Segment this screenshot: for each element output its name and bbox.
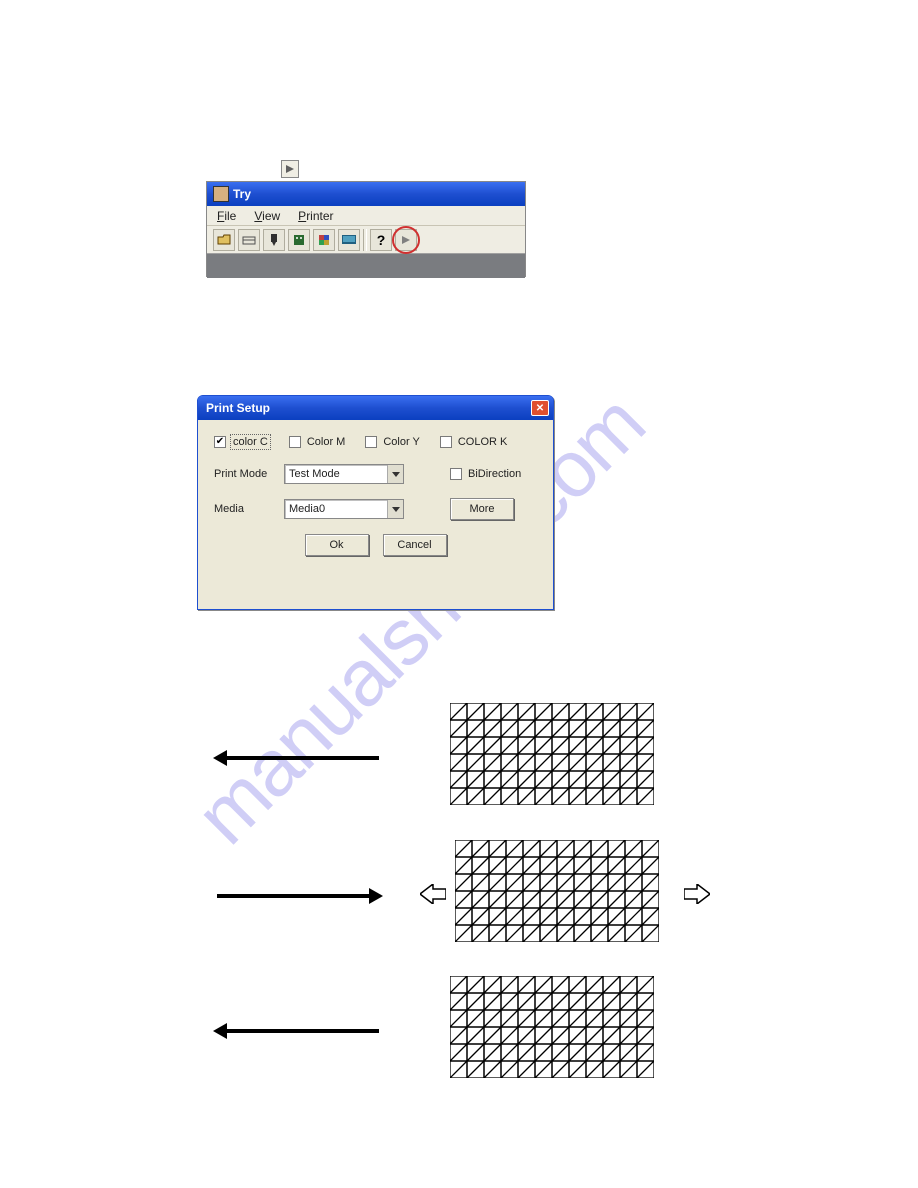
menu-printer[interactable]: Printer — [298, 209, 333, 223]
print-mode-label: Print Mode — [214, 468, 276, 480]
toolbar-separator — [363, 229, 367, 251]
app-icon — [213, 186, 229, 202]
checkbox-box — [365, 436, 377, 448]
print-mode-row: Print Mode Test Mode BiDirection — [214, 464, 537, 484]
more-button[interactable]: More — [450, 498, 514, 520]
menu-view[interactable]: View — [254, 209, 280, 223]
print-mode-select[interactable]: Test Mode — [284, 464, 404, 484]
menubar: File View Printer — [207, 206, 525, 226]
pattern-grid-2 — [455, 840, 659, 942]
outline-arrow-left — [420, 884, 446, 904]
checkbox-box — [289, 436, 301, 448]
checkbox-label: Color Y — [381, 435, 421, 449]
dialog-titlebar: Print Setup ✕ — [198, 396, 553, 420]
cancel-button[interactable]: Cancel — [383, 534, 447, 556]
help-icon[interactable]: ? — [370, 229, 392, 251]
arrow-print-right — [217, 894, 379, 898]
play-icon[interactable] — [395, 229, 417, 251]
checkbox-label: COLOR K — [456, 435, 510, 449]
checkbox-color-c[interactable]: ✔ color C — [214, 434, 271, 450]
checkbox-color-m[interactable]: Color M — [289, 435, 348, 449]
chevron-down-icon — [387, 500, 403, 518]
toolbar: ? — [207, 226, 525, 254]
print-mode-value: Test Mode — [289, 468, 340, 480]
checkbox-label: Color M — [305, 435, 348, 449]
checkbox-label: color C — [230, 434, 271, 450]
outline-arrow-right — [684, 884, 710, 904]
ok-button[interactable]: Ok — [305, 534, 369, 556]
layout-icon[interactable] — [238, 229, 260, 251]
media-select[interactable]: Media0 — [284, 499, 404, 519]
palette-icon[interactable] — [313, 229, 335, 251]
arrow-print-left-1 — [217, 756, 379, 760]
try-title: Try — [233, 187, 251, 201]
media-label: Media — [214, 503, 276, 515]
checkbox-color-y[interactable]: Color Y — [365, 435, 421, 449]
pattern-grid-3 — [450, 976, 654, 1078]
dialog-button-row: Ok Cancel — [214, 534, 537, 556]
chevron-down-icon — [387, 465, 403, 483]
heads-icon[interactable] — [288, 229, 310, 251]
media-row: Media Media0 More — [214, 498, 537, 520]
checkbox-box — [440, 436, 452, 448]
open-icon[interactable] — [213, 229, 235, 251]
arrow-print-left-2 — [217, 1029, 379, 1033]
checkbox-box: ✔ — [214, 436, 226, 448]
dialog-body: ✔ color C Color M Color Y COLOR K Print — [198, 420, 553, 570]
nozzle-icon[interactable] — [263, 229, 285, 251]
checkbox-box — [450, 468, 462, 480]
try-window: Try File View Printer ? — [206, 181, 526, 277]
play-icon-reference — [281, 160, 299, 178]
checkbox-label: BiDirection — [466, 467, 523, 481]
checkbox-color-k[interactable]: COLOR K — [440, 435, 510, 449]
try-titlebar: Try — [207, 182, 525, 206]
print-setup-dialog: Print Setup ✕ ✔ color C Color M Color Y — [197, 395, 554, 610]
menu-file[interactable]: File — [217, 209, 236, 223]
dialog-title: Print Setup — [206, 401, 270, 415]
color-checkbox-row: ✔ color C Color M Color Y COLOR K — [214, 434, 537, 450]
try-body — [207, 254, 525, 278]
monitor-icon[interactable] — [338, 229, 360, 251]
close-icon[interactable]: ✕ — [531, 400, 549, 416]
media-value: Media0 — [289, 503, 325, 515]
checkbox-bidirection[interactable]: BiDirection — [450, 467, 523, 481]
pattern-grid-1 — [450, 703, 654, 805]
